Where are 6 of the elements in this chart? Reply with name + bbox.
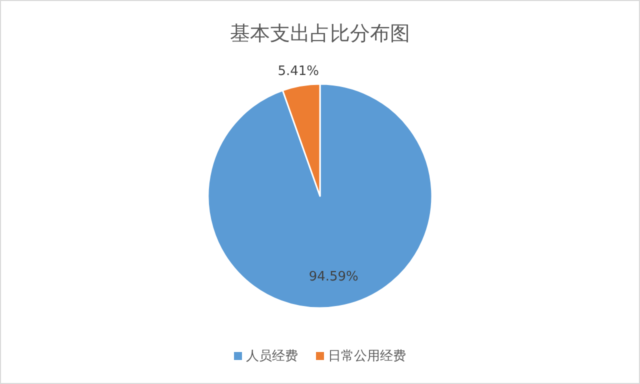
legend-label: 日常公用经费 [328, 349, 406, 364]
legend-label: 人员经费 [246, 349, 298, 364]
chart-title: 基本支出占比分布图 [230, 21, 410, 45]
data-label: 94.59% [308, 269, 358, 284]
pie-slice [207, 83, 433, 309]
data-label: 5.41% [278, 64, 320, 79]
